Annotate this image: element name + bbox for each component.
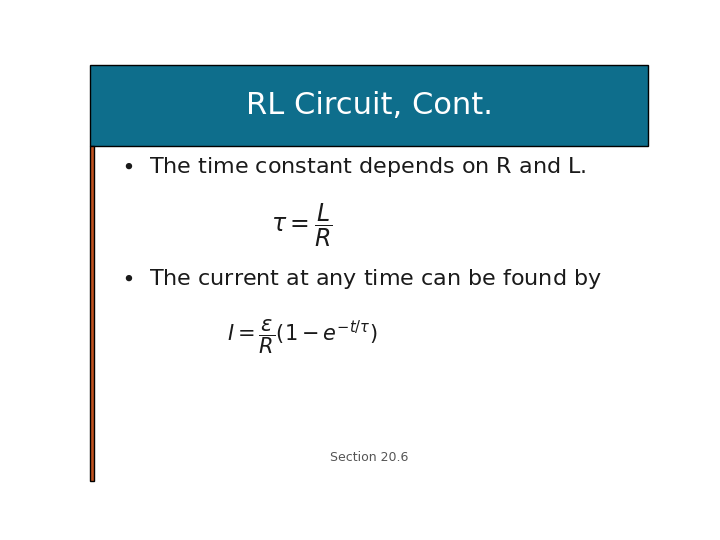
Text: $\tau = \dfrac{L}{R}$: $\tau = \dfrac{L}{R}$: [271, 201, 333, 248]
FancyBboxPatch shape: [90, 146, 94, 481]
Text: $I = \dfrac{\varepsilon}{R}\left(1 - e^{-t/\tau}\right)$: $I = \dfrac{\varepsilon}{R}\left(1 - e^{…: [227, 318, 377, 356]
Text: Section 20.6: Section 20.6: [330, 451, 408, 464]
Text: $\bullet$  The current at any time can be found by: $\bullet$ The current at any time can be…: [121, 267, 602, 291]
Text: $\bullet$  The time constant depends on R and L.: $\bullet$ The time constant depends on R…: [121, 154, 586, 179]
Text: RL Circuit, Cont.: RL Circuit, Cont.: [246, 91, 492, 120]
FancyBboxPatch shape: [90, 65, 648, 146]
